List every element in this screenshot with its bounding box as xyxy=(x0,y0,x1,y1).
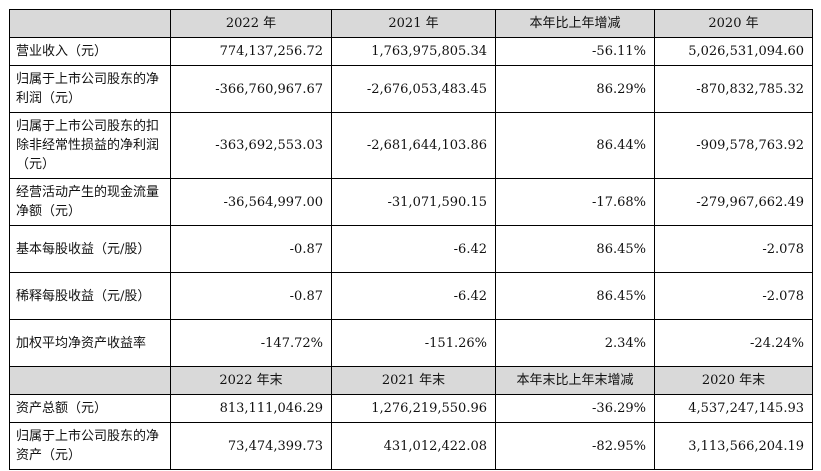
table-row: 归属于上市公司股东的扣除非经常性损益的净利润（元） -363,692,553.0… xyxy=(9,112,813,179)
table-row: 归属于上市公司股东的净利润（元） -366,760,967.67 -2,676,… xyxy=(9,65,813,113)
table-row: 营业收入（元） 774,137,256.72 1,763,975,805.34 … xyxy=(9,37,813,66)
value-cell: -56.11% xyxy=(495,37,655,66)
table-row: 资产总额（元） 813,111,046.29 1,276,219,550.96 … xyxy=(9,394,813,423)
table-row: 稀释每股收益（元/股） -0.87 -6.42 86.45% -2.078 xyxy=(9,272,813,320)
row-label: 归属于上市公司股东的扣除非经常性损益的净利润（元） xyxy=(9,112,171,179)
value-cell: 1,763,975,805.34 xyxy=(331,37,496,66)
value-cell: -6.42 xyxy=(331,225,496,273)
value-cell: -36,564,997.00 xyxy=(170,178,332,226)
header-cell-2021-end: 2021 年末 xyxy=(331,366,496,395)
header-row: 2022 年末 2021 年末 本年末比上年末增减 2020 年末 xyxy=(9,366,813,395)
value-cell: -0.87 xyxy=(170,272,332,320)
table-row: 加权平均净资产收益率 -147.72% -151.26% 2.34% -24.2… xyxy=(9,319,813,367)
value-cell: 774,137,256.72 xyxy=(170,37,332,66)
value-cell: -31,071,590.15 xyxy=(331,178,496,226)
value-cell: -2,681,644,103.86 xyxy=(331,112,496,179)
header-cell-2020: 2020 年 xyxy=(654,9,813,38)
table-row: 经营活动产生的现金流量净额（元） -36,564,997.00 -31,071,… xyxy=(9,178,813,226)
financial-summary-table: 2022 年 2021 年 本年比上年增减 2020 年 营业收入（元） 774… xyxy=(9,9,813,470)
value-cell: 431,012,422.08 xyxy=(331,422,496,470)
value-cell: -366,760,967.67 xyxy=(170,65,332,113)
value-cell: -909,578,763.92 xyxy=(654,112,813,179)
value-cell: -279,967,662.49 xyxy=(654,178,813,226)
value-cell: -2,676,053,483.45 xyxy=(331,65,496,113)
value-cell: 1,276,219,550.96 xyxy=(331,394,496,423)
value-cell: 3,113,566,204.19 xyxy=(654,422,813,470)
value-cell: 73,474,399.73 xyxy=(170,422,332,470)
table-row: 基本每股收益（元/股） -0.87 -6.42 86.45% -2.078 xyxy=(9,225,813,273)
value-cell: -2.078 xyxy=(654,272,813,320)
header-cell-2022-end: 2022 年末 xyxy=(170,366,332,395)
value-cell: 86.44% xyxy=(495,112,655,179)
row-label: 资产总额（元） xyxy=(9,394,171,423)
value-cell: -82.95% xyxy=(495,422,655,470)
header-cell-change: 本年比上年增减 xyxy=(495,9,655,38)
value-cell: -147.72% xyxy=(170,319,332,367)
header-row: 2022 年 2021 年 本年比上年增减 2020 年 xyxy=(9,9,813,38)
value-cell: -24.24% xyxy=(654,319,813,367)
value-cell: 86.45% xyxy=(495,272,655,320)
value-cell: 86.29% xyxy=(495,65,655,113)
value-cell: -36.29% xyxy=(495,394,655,423)
row-label: 归属于上市公司股东的净资产（元） xyxy=(9,422,171,470)
row-label: 经营活动产生的现金流量净额（元） xyxy=(9,178,171,226)
row-label: 基本每股收益（元/股） xyxy=(9,225,171,273)
value-cell: -6.42 xyxy=(331,272,496,320)
row-label: 归属于上市公司股东的净利润（元） xyxy=(9,65,171,113)
header-cell-blank xyxy=(9,366,171,395)
value-cell: -870,832,785.32 xyxy=(654,65,813,113)
value-cell: 2.34% xyxy=(495,319,655,367)
header-cell-change-end: 本年末比上年末增减 xyxy=(495,366,655,395)
value-cell: 813,111,046.29 xyxy=(170,394,332,423)
row-label: 加权平均净资产收益率 xyxy=(9,319,171,367)
table-row: 归属于上市公司股东的净资产（元） 73,474,399.73 431,012,4… xyxy=(9,422,813,470)
row-label: 稀释每股收益（元/股） xyxy=(9,272,171,320)
value-cell: -0.87 xyxy=(170,225,332,273)
header-cell-2020-end: 2020 年末 xyxy=(654,366,813,395)
value-cell: -151.26% xyxy=(331,319,496,367)
value-cell: -2.078 xyxy=(654,225,813,273)
row-label: 营业收入（元） xyxy=(9,37,171,66)
value-cell: 4,537,247,145.93 xyxy=(654,394,813,423)
value-cell: 5,026,531,094.60 xyxy=(654,37,813,66)
value-cell: -17.68% xyxy=(495,178,655,226)
value-cell: -363,692,553.03 xyxy=(170,112,332,179)
header-cell-2021: 2021 年 xyxy=(331,9,496,38)
value-cell: 86.45% xyxy=(495,225,655,273)
header-cell-blank xyxy=(9,9,171,38)
header-cell-2022: 2022 年 xyxy=(170,9,332,38)
